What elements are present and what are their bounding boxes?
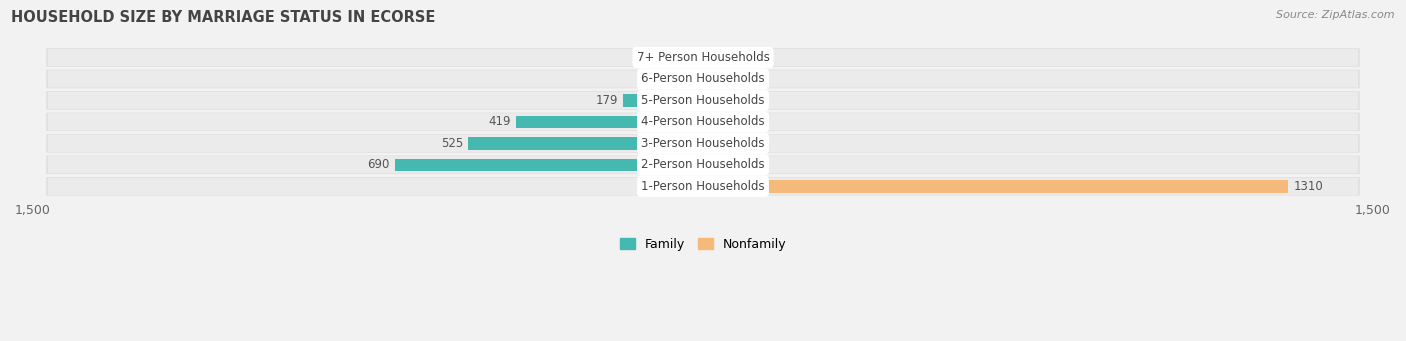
Text: Source: ZipAtlas.com: Source: ZipAtlas.com xyxy=(1277,10,1395,20)
Text: 89: 89 xyxy=(643,73,658,86)
FancyBboxPatch shape xyxy=(46,48,1360,67)
Text: 0: 0 xyxy=(741,94,748,107)
Text: 1-Person Households: 1-Person Households xyxy=(641,180,765,193)
Text: 0: 0 xyxy=(741,115,748,129)
Text: 4-Person Households: 4-Person Households xyxy=(641,115,765,129)
Bar xyxy=(623,94,703,107)
Text: 61: 61 xyxy=(655,51,671,64)
Text: 1310: 1310 xyxy=(1294,180,1323,193)
Text: HOUSEHOLD SIZE BY MARRIAGE STATUS IN ECORSE: HOUSEHOLD SIZE BY MARRIAGE STATUS IN ECO… xyxy=(11,10,436,25)
FancyBboxPatch shape xyxy=(46,155,1360,174)
Bar xyxy=(664,73,703,85)
Bar xyxy=(703,116,735,128)
Text: 6-Person Households: 6-Person Households xyxy=(641,73,765,86)
FancyBboxPatch shape xyxy=(46,177,1360,195)
Bar xyxy=(516,116,703,128)
Text: 92: 92 xyxy=(749,158,765,171)
Bar xyxy=(703,137,735,150)
Text: 525: 525 xyxy=(441,137,463,150)
Text: 0: 0 xyxy=(741,51,748,64)
Legend: Family, Nonfamily: Family, Nonfamily xyxy=(614,233,792,256)
FancyBboxPatch shape xyxy=(48,92,1358,109)
Text: 7+ Person Households: 7+ Person Households xyxy=(637,51,769,64)
Text: 419: 419 xyxy=(488,115,510,129)
Bar xyxy=(703,159,744,171)
FancyBboxPatch shape xyxy=(48,178,1358,195)
FancyBboxPatch shape xyxy=(46,134,1360,152)
Text: 2-Person Households: 2-Person Households xyxy=(641,158,765,171)
Text: 179: 179 xyxy=(595,94,617,107)
FancyBboxPatch shape xyxy=(46,70,1360,88)
FancyBboxPatch shape xyxy=(48,70,1358,88)
FancyBboxPatch shape xyxy=(48,49,1358,66)
Text: 0: 0 xyxy=(741,73,748,86)
Bar xyxy=(703,51,735,64)
Bar xyxy=(703,180,1288,193)
FancyBboxPatch shape xyxy=(48,113,1358,131)
Text: 5-Person Households: 5-Person Households xyxy=(641,94,765,107)
Bar xyxy=(395,159,703,171)
FancyBboxPatch shape xyxy=(48,135,1358,152)
Text: 73: 73 xyxy=(741,137,756,150)
FancyBboxPatch shape xyxy=(46,91,1360,110)
Text: 3-Person Households: 3-Person Households xyxy=(641,137,765,150)
Bar xyxy=(468,137,703,150)
FancyBboxPatch shape xyxy=(46,113,1360,131)
Bar xyxy=(703,73,735,85)
FancyBboxPatch shape xyxy=(48,156,1358,174)
Bar xyxy=(676,51,703,64)
Bar xyxy=(703,94,735,107)
Text: 690: 690 xyxy=(367,158,389,171)
